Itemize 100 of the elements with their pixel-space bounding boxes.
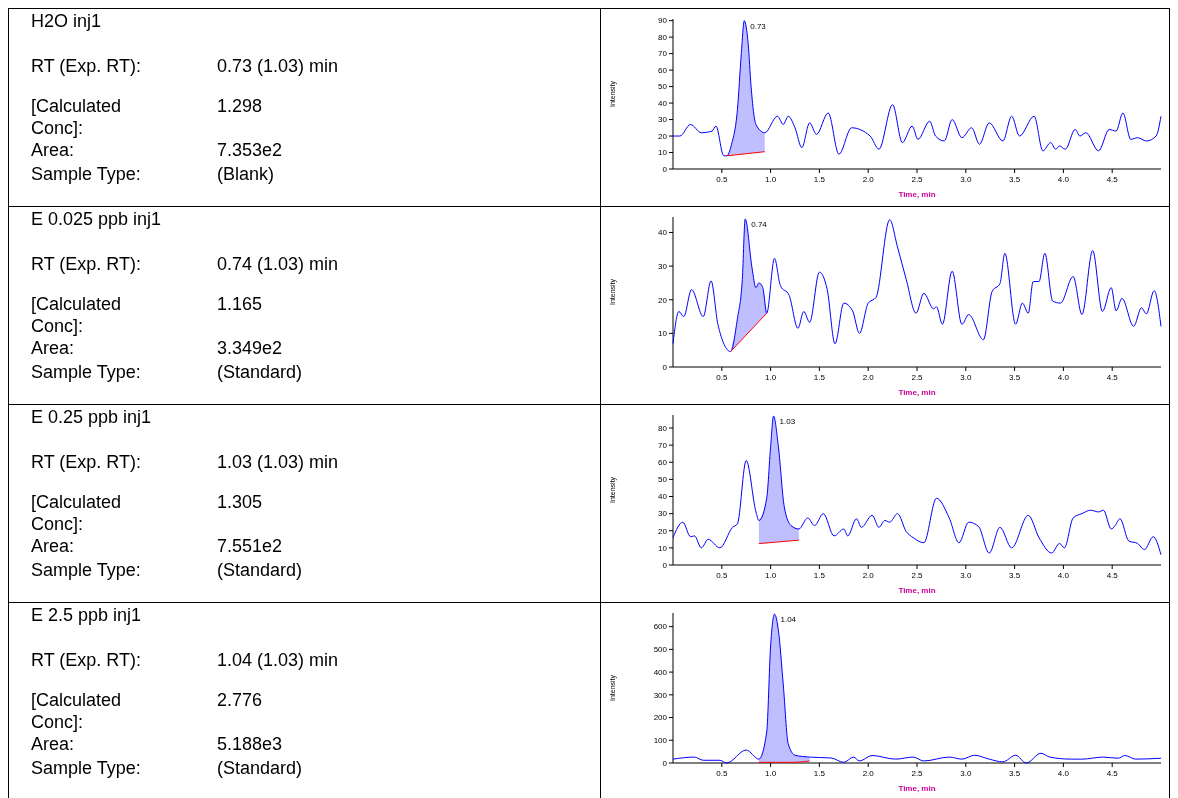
x-tick-label: 3.0 bbox=[960, 373, 972, 382]
x-tick-label: 0.5 bbox=[716, 571, 728, 580]
y-tick-label: 60 bbox=[658, 65, 668, 75]
x-tick-label: 4.5 bbox=[1106, 373, 1119, 382]
y-tick-label: 20 bbox=[658, 131, 668, 141]
x-tick-label: 2.5 bbox=[911, 571, 924, 580]
y-tick-label: 90 bbox=[658, 16, 668, 26]
text: Sample Type: bbox=[31, 757, 142, 779]
y-tick-label: 40 bbox=[658, 228, 668, 238]
text: 2.776 bbox=[217, 689, 263, 711]
annotation: 0.74 bbox=[751, 220, 768, 230]
y-tick-label: 30 bbox=[658, 261, 668, 271]
y-tick-label: 500 bbox=[653, 645, 668, 655]
annotation: 1.03 bbox=[779, 417, 796, 427]
annotation: 1.04 bbox=[780, 615, 797, 625]
text: RT (Exp. RT): bbox=[31, 55, 143, 77]
x-tick-label: 1.5 bbox=[813, 373, 826, 382]
x-tick-label: 4.5 bbox=[1106, 571, 1119, 580]
y-tick-label: 80 bbox=[658, 32, 668, 42]
y-tick-label: 0 bbox=[662, 164, 668, 174]
x-tick-label: 2.0 bbox=[862, 571, 875, 580]
x-axis-title: Time, min bbox=[898, 784, 936, 793]
line-series bbox=[672, 415, 1162, 556]
y-tick-label: 70 bbox=[658, 440, 668, 450]
x-tick-label: 1.5 bbox=[813, 571, 826, 580]
x-tick-label: 4.0 bbox=[1057, 175, 1070, 184]
x-tick-label: 1.0 bbox=[765, 373, 777, 382]
text: 1.165 bbox=[217, 293, 263, 315]
y-tick-label: 10 bbox=[658, 543, 668, 553]
text: (Standard) bbox=[217, 559, 303, 581]
text: Area: bbox=[31, 139, 76, 161]
x-tick-label: 4.0 bbox=[1057, 373, 1070, 382]
text: 1.03 (1.03) min bbox=[217, 451, 339, 473]
x-tick-label: 2.0 bbox=[862, 373, 875, 382]
text: 1.04 (1.03) min bbox=[217, 649, 339, 671]
y-tick-label: 40 bbox=[658, 492, 668, 502]
text: [Calculated Conc]: bbox=[31, 491, 123, 535]
x-axis-title: Time, min bbox=[898, 388, 936, 397]
y-tick-label: 20 bbox=[658, 526, 668, 536]
line-series bbox=[672, 20, 1162, 157]
y-tick-label: 50 bbox=[658, 82, 668, 92]
text: (Standard) bbox=[217, 757, 303, 779]
x-axis-title: Time, min bbox=[898, 190, 936, 199]
x-tick-label: 0.5 bbox=[716, 373, 728, 382]
y-tick-label: 20 bbox=[658, 295, 668, 305]
text: (Standard) bbox=[217, 361, 303, 383]
x-tick-label: 1.0 bbox=[765, 175, 777, 184]
text: [Calculated Conc]: bbox=[31, 95, 123, 139]
x-tick-label: 3.5 bbox=[1009, 571, 1021, 580]
x-tick-label: 3.5 bbox=[1009, 769, 1021, 778]
text: (Blank) bbox=[217, 163, 275, 185]
text: Area: bbox=[31, 535, 76, 557]
y-tick-label: 80 bbox=[658, 423, 668, 433]
y-tick-label: 40 bbox=[658, 98, 668, 108]
line-series bbox=[672, 613, 1162, 764]
text: Sample Type: bbox=[31, 361, 142, 383]
x-tick-label: 1.5 bbox=[813, 175, 826, 184]
y-tick-label: 30 bbox=[658, 509, 668, 519]
x-tick-label: 2.0 bbox=[862, 175, 875, 184]
annotation: 0.73 bbox=[750, 21, 767, 31]
x-tick-label: 3.5 bbox=[1009, 175, 1021, 184]
y-tick-label: 400 bbox=[653, 667, 668, 677]
x-tick-label: 0.5 bbox=[716, 769, 728, 778]
text: Sample Type: bbox=[31, 163, 142, 185]
y-tick-label: 60 bbox=[658, 458, 668, 468]
x-tick-label: 4.5 bbox=[1106, 175, 1119, 184]
y-tick-label: 200 bbox=[653, 713, 668, 723]
text: RT (Exp. RT): bbox=[31, 649, 143, 671]
text: 3.349e2 bbox=[217, 337, 283, 359]
text: E 0.25 ppb inj1 bbox=[31, 407, 153, 429]
text: 0.73 (1.03) min bbox=[217, 55, 339, 77]
text: [Calculated Conc]: bbox=[31, 293, 123, 337]
text: RT (Exp. RT): bbox=[31, 253, 143, 275]
y-tick-label: 600 bbox=[653, 622, 668, 632]
x-tick-label: 1.0 bbox=[765, 571, 777, 580]
text: 5.188e3 bbox=[217, 733, 283, 755]
x-tick-label: 0.5 bbox=[716, 175, 728, 184]
text: Area: bbox=[31, 337, 76, 359]
y-tick-label: 0 bbox=[662, 362, 668, 372]
text: Sample Type: bbox=[31, 559, 142, 581]
text: H2O inj1 bbox=[31, 11, 103, 33]
y-tick-label: 50 bbox=[658, 475, 668, 485]
x-tick-label: 2.0 bbox=[862, 769, 875, 778]
y-tick-label: 300 bbox=[653, 690, 668, 700]
line-series bbox=[672, 218, 1162, 353]
y-tick-label: 100 bbox=[653, 736, 668, 746]
y-tick-label: 30 bbox=[658, 115, 668, 125]
y-tick-label: 0 bbox=[662, 758, 668, 768]
y-tick-label: 10 bbox=[658, 329, 668, 339]
x-tick-label: 3.0 bbox=[960, 769, 972, 778]
text: RT (Exp. RT): bbox=[31, 451, 143, 473]
text: 1.305 bbox=[217, 491, 263, 513]
text: [Calculated Conc]: bbox=[31, 689, 123, 733]
text: E 2.5 ppb inj1 bbox=[31, 605, 143, 627]
x-tick-label: 3.0 bbox=[960, 571, 972, 580]
x-tick-label: 2.5 bbox=[911, 769, 924, 778]
x-tick-label: 2.5 bbox=[911, 373, 924, 382]
x-tick-label: 3.5 bbox=[1009, 373, 1021, 382]
y-tick-label: 10 bbox=[658, 148, 668, 158]
x-tick-label: 3.0 bbox=[960, 175, 972, 184]
